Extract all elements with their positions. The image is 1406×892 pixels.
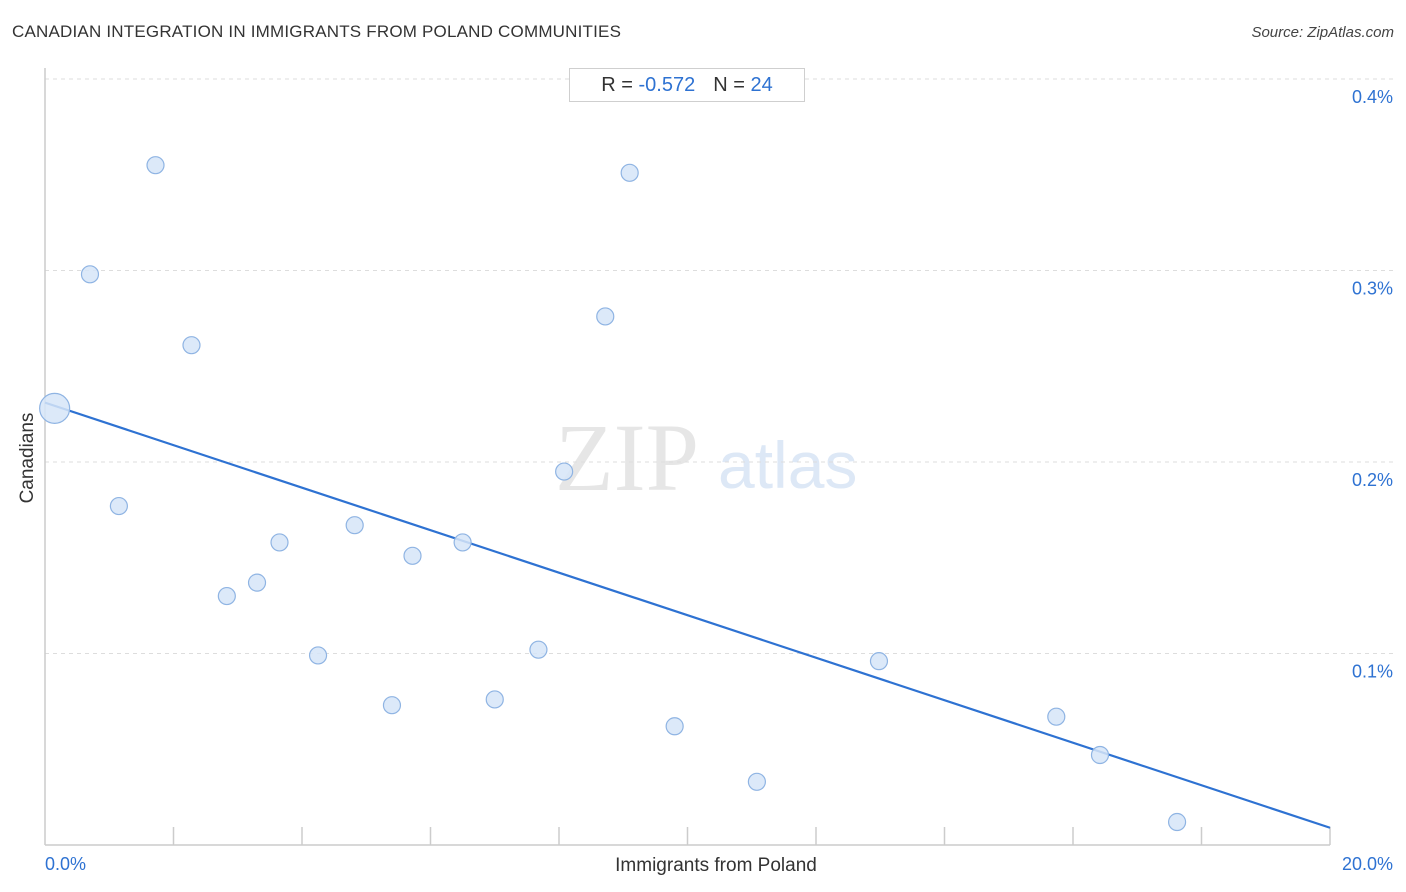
x-tick-label-max: 20.0%	[1342, 854, 1393, 874]
data-points	[39, 156, 1187, 832]
scatter-point[interactable]	[1047, 707, 1066, 726]
scatter-point[interactable]	[270, 533, 289, 552]
scatter-point[interactable]	[217, 586, 236, 606]
scatter-point[interactable]	[39, 392, 71, 424]
y-tick-label: 0.1%	[1352, 662, 1393, 682]
scatter-point[interactable]	[529, 640, 548, 659]
scatter-point[interactable]	[109, 496, 128, 516]
y-tick-label: 0.2%	[1352, 470, 1393, 490]
trendline-group	[44, 401, 1331, 829]
axes	[44, 68, 1331, 846]
x-axis-title: Immigrants from Poland	[615, 855, 817, 876]
scatter-point[interactable]	[403, 546, 422, 565]
r-value: -0.572	[638, 73, 696, 96]
n-label: N =	[713, 73, 745, 96]
scatter-point[interactable]	[1090, 745, 1110, 765]
scatter-point[interactable]	[453, 533, 472, 552]
source-label[interactable]: Source: ZipAtlas.com	[1251, 24, 1394, 41]
y-tick-label: 0.3%	[1352, 279, 1393, 299]
scatter-point[interactable]	[869, 652, 889, 671]
scatter-point[interactable]	[1167, 812, 1187, 832]
scatter-point[interactable]	[382, 696, 402, 715]
chart-title: CANADIAN INTEGRATION IN IMMIGRANTS FROM …	[12, 22, 622, 41]
gridlines	[45, 78, 1394, 654]
scatter-point[interactable]	[620, 163, 639, 182]
y-axis-title: Canadians	[17, 413, 38, 504]
zipatlas-watermark: ZIP atlas	[555, 404, 857, 511]
scatter-point[interactable]	[665, 717, 684, 736]
scatter-point[interactable]	[146, 156, 165, 175]
correlation-stats-box: R = -0.572 N = 24	[569, 68, 805, 102]
trend-line	[44, 401, 1331, 829]
watermark-atlas-text: atlas	[718, 428, 857, 502]
y-tick-label: 0.4%	[1352, 87, 1393, 107]
tick-labels: 0.1% 0.2% 0.3% 0.4% 0.0% 20.0%	[45, 87, 1393, 874]
scatter-point[interactable]	[485, 690, 504, 709]
scatter-point[interactable]	[182, 336, 201, 355]
scatter-point[interactable]	[596, 307, 615, 326]
scatter-point[interactable]	[247, 573, 267, 592]
scatter-point[interactable]	[345, 516, 364, 535]
scatter-point[interactable]	[747, 772, 766, 791]
scatter-point[interactable]	[80, 265, 100, 284]
scatter-point[interactable]	[555, 462, 574, 481]
scatter-point[interactable]	[308, 646, 328, 665]
x-tick-label-min: 0.0%	[45, 854, 86, 874]
n-value: 24	[750, 73, 773, 96]
r-label: R =	[601, 73, 633, 96]
watermark-zip-text: ZIP	[555, 404, 699, 511]
